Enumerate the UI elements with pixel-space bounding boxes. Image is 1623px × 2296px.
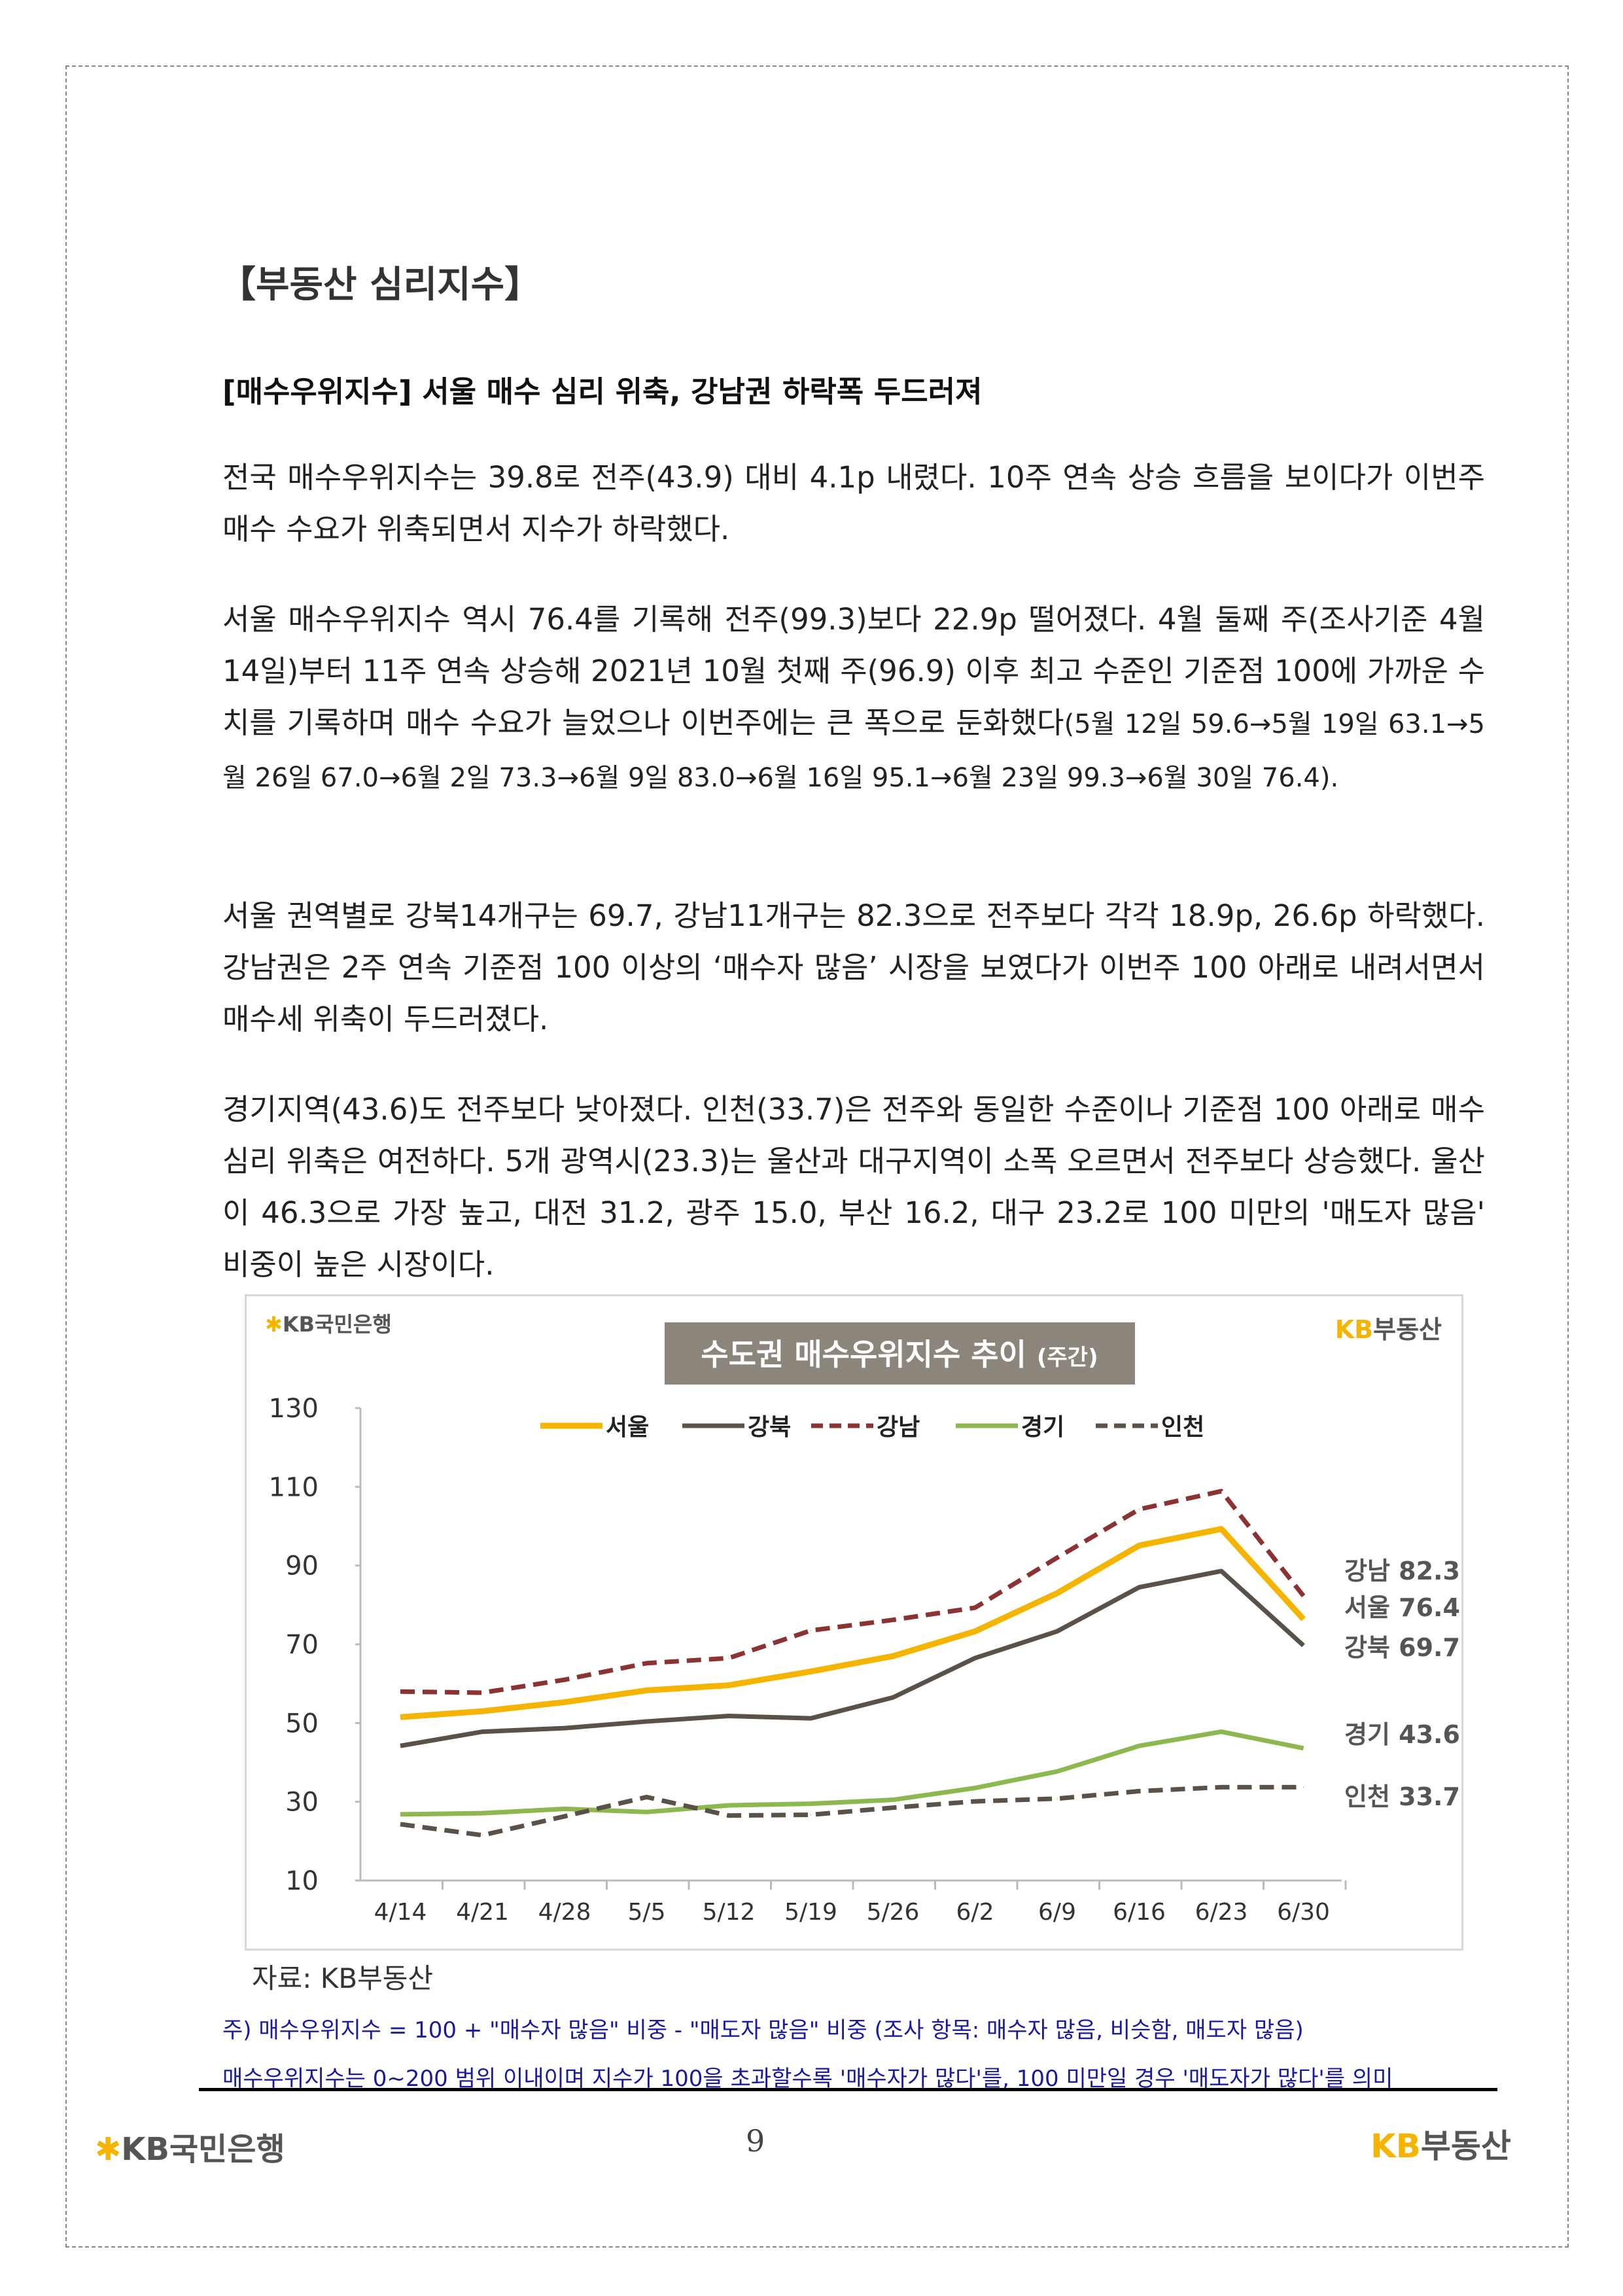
logo-kb-text: KB (1335, 1315, 1374, 1344)
y-tick-label: 10 (285, 1866, 319, 1896)
x-tick-label: 6/30 (1277, 1899, 1330, 1926)
x-tick-label: 6/9 (1038, 1899, 1076, 1926)
data-point (892, 1655, 894, 1657)
paragraph-seoul-text: 서울 매수우위지수 역시 76.4를 기록해 전주(99.3)보다 22.9p … (222, 602, 1485, 740)
footnote-formula: 주) 매수우위지수 = 100 + "매수자 많음" 비중 - "매도자 많음"… (222, 2017, 1304, 2043)
divider (199, 2088, 1497, 2091)
data-point (1056, 1798, 1058, 1799)
end-value-label: 경기 43.6 (1344, 1720, 1460, 1749)
data-point (1303, 1786, 1304, 1788)
data-point (1056, 1631, 1058, 1632)
chart-svg: 수도권 매수우위지수 추이 (주간) 10 30 50 70 90 110 130 4/14 4/… (269, 1322, 1460, 1926)
data-point (892, 1697, 894, 1698)
data-point (400, 1716, 401, 1718)
y-tick-label: 30 (285, 1788, 319, 1818)
kb-star-icon: ✱ (95, 2131, 122, 2168)
data-point (1139, 1509, 1140, 1510)
y-tick-label: 110 (269, 1472, 319, 1502)
footer-logo-kb-bank: ✱KB국민은행 (95, 2123, 285, 2169)
data-point (482, 1812, 483, 1814)
data-point (646, 1721, 647, 1722)
paragraph-gyeonggi: 경기지역(43.6)도 전주보다 낮아졌다. 인천(33.7)은 전주와 동일한… (222, 1092, 1485, 1282)
x-tick-label: 4/28 (538, 1899, 591, 1926)
data-point (1139, 1790, 1140, 1792)
series-line-0 (400, 1526, 1306, 1720)
kb-star-icon: ✱ (265, 1312, 283, 1337)
x-tick-label: 6/16 (1113, 1899, 1166, 1926)
data-point (1056, 1771, 1058, 1772)
paragraph-seoul: 서울 매수우위지수 역시 76.4를 기록해 전주(99.3)보다 22.9p … (222, 593, 1485, 804)
x-tick-label: 5/19 (784, 1899, 837, 1926)
data-point (646, 1689, 647, 1691)
legend-label: 서울 (606, 1414, 649, 1441)
x-tick-label: 6/2 (956, 1899, 994, 1926)
end-value-label: 인천 33.7 (1344, 1782, 1460, 1811)
data-point (1221, 1786, 1222, 1788)
chart-title: 수도권 매수우위지수 추이 (주간) (701, 1337, 1098, 1372)
x-tick-label: 5/26 (867, 1899, 920, 1926)
series-line-4 (400, 1784, 1304, 1838)
y-tick-label: 130 (269, 1394, 319, 1424)
data-point (1056, 1557, 1058, 1559)
page-border (65, 65, 1569, 2248)
x-tick-label: 4/14 (374, 1899, 427, 1926)
data-point (482, 1710, 483, 1712)
legend-label: 인천 (1161, 1414, 1204, 1441)
paragraph-seoul-detail: (5월 12일 59.6→5월 19일 63.1→5월 26일 67.0→6월 … (222, 709, 1485, 793)
x-tick-label: 4/21 (456, 1899, 509, 1926)
paragraph-national: 전국 매수우위지수는 39.8로 전주(43.9) 대비 4.1p 내렸다. 1… (222, 460, 1485, 546)
y-tick-label: 70 (285, 1630, 319, 1660)
data-point (400, 1691, 401, 1692)
data-point (892, 1619, 894, 1621)
data-point (1303, 1645, 1304, 1646)
series-line-1 (400, 1568, 1305, 1748)
y-tick-label: 50 (285, 1708, 319, 1739)
series-line-2 (400, 1489, 1306, 1695)
chart-logo-kb-bank: ✱KB국민은행 (265, 1308, 392, 1338)
data-point (482, 1731, 483, 1733)
source-note: 자료: KB부동산 (252, 1962, 434, 1994)
x-tick-label: 5/12 (703, 1899, 756, 1926)
footer-logo-kb-realestate: KB부동산 (1370, 2120, 1511, 2167)
legend-label: 강북 (748, 1414, 791, 1441)
section-heading: 【부동산 심리지수】 (219, 264, 542, 306)
paragraph-regions: 서울 권역별로 강북14개구는 69.7, 강남11개구는 82.3으로 전주보… (222, 898, 1485, 1036)
article-subheading: [매수우위지수] 서울 매수 심리 위축, 강남권 하락폭 두드러져 (222, 374, 983, 409)
footer-logo-kb-bank-text: KB국민은행 (121, 2131, 285, 2168)
legend-label: 강남 (877, 1414, 920, 1441)
logo-realestate-text: 부동산 (1373, 1315, 1442, 1344)
end-value-label: 강북 69.7 (1344, 1633, 1460, 1662)
chart-title-box (665, 1322, 1135, 1385)
y-tick-label: 90 (285, 1551, 319, 1581)
logo-kb-text: KB (1370, 2127, 1421, 2165)
page-number: 9 (746, 2123, 765, 2159)
data-point (1221, 1731, 1222, 1733)
footnote-range: 매수우위지수는 0~200 범위 이내이며 지수가 100을 초과할수록 '매수… (222, 2066, 1393, 2092)
data-point (1221, 1570, 1222, 1572)
legend-label: 경기 (1021, 1414, 1064, 1441)
end-value-label: 강남 82.3 (1344, 1557, 1460, 1585)
x-tick-label: 5/5 (628, 1899, 666, 1926)
x-tick-label: 6/23 (1195, 1899, 1248, 1926)
chart-logo-kb-bank-text: KB국민은행 (282, 1312, 392, 1337)
chart-logo-kb-realestate: KB부동산 (1335, 1309, 1442, 1345)
data-point (1303, 1595, 1304, 1597)
data-point (892, 1807, 894, 1809)
line-chart: ✱KB국민은행 KB부동산 수도권 매수우위지수 추이 (주간) 10 30 50 70… (245, 1294, 1463, 1951)
data-point (892, 1799, 894, 1801)
data-point (1221, 1528, 1222, 1530)
series-line-3 (400, 1729, 1304, 1817)
end-value-label: 서울 76.4 (1344, 1593, 1460, 1622)
logo-realestate-text: 부동산 (1420, 2127, 1511, 2165)
